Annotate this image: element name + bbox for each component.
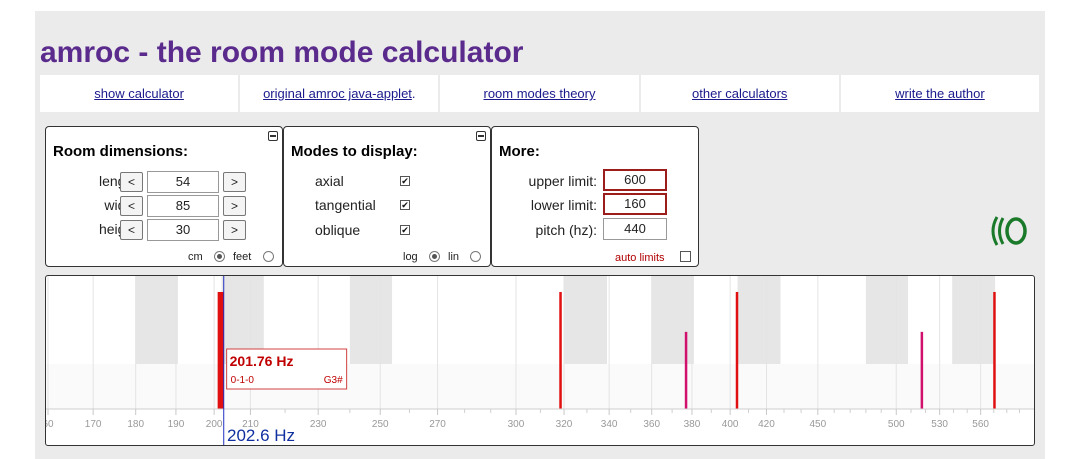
tick-label: 250 (372, 419, 389, 430)
nav-item-java-applet: original amroc java-applet. (240, 75, 441, 112)
height-input[interactable]: 30 (147, 219, 219, 241)
nav-link-write-author[interactable]: write the author (895, 86, 985, 101)
pitch-label: pitch (hz): (535, 222, 597, 238)
upper-limit-input[interactable]: 600 (603, 169, 667, 191)
tick-label: 320 (556, 419, 573, 430)
width-decrease-button[interactable]: < (120, 196, 143, 216)
height-row: height: < 30 > (46, 219, 284, 241)
lower-limit-label: lower limit: (530, 197, 597, 213)
unit-cm-radio[interactable] (214, 251, 225, 262)
scale-lin-radio[interactable] (470, 251, 481, 262)
oblique-checkbox[interactable]: ✔ (400, 225, 410, 235)
tick-label: 360 (643, 419, 660, 430)
modes-panel: Modes to display: axial ✔ tangential ✔ o… (283, 126, 491, 267)
width-input[interactable]: 85 (147, 195, 219, 217)
room-panel-minimize-icon[interactable] (268, 131, 278, 141)
unit-cm-label: cm (188, 251, 203, 263)
piano-key-band (349, 276, 393, 364)
popup-mode-indices: 0-1-0 (231, 375, 255, 386)
tick-label: 340 (601, 419, 618, 430)
nav-link-room-modes-theory[interactable]: room modes theory (483, 86, 596, 101)
scale-log-label: log (403, 251, 418, 263)
popup-frequency: 201.76 Hz (230, 353, 294, 369)
axial-label: axial (315, 173, 344, 189)
lower-limit-input[interactable]: 160 (603, 193, 667, 215)
cursor-frequency-label: 202.6 Hz (227, 426, 296, 445)
nav-item-write-author: write the author (840, 75, 1040, 112)
unit-feet-radio[interactable] (263, 251, 274, 262)
mode-bar-axial (993, 291, 996, 409)
mode-bar-tangential (920, 331, 924, 409)
tick-label: 400 (722, 419, 739, 430)
nav-bar: show calculator original amroc java-appl… (40, 75, 1040, 112)
room-dimensions-panel: Room dimensions: length: < 54 > width: <… (45, 126, 283, 267)
length-increase-button[interactable]: > (223, 172, 246, 192)
piano-key-band (651, 276, 694, 364)
tick-label: 210 (242, 419, 259, 430)
piano-key-band (865, 276, 909, 364)
lower-region (46, 364, 1034, 409)
mode-spectrum-chart[interactable]: 60 170 180 190 200 210 230 250 270 300 320 340 360 38… (45, 275, 1035, 446)
mode-bar-tangential (684, 331, 688, 409)
length-decrease-button[interactable]: < (120, 172, 143, 192)
tick-label: 420 (758, 419, 775, 430)
auto-limits-checkbox[interactable] (680, 251, 691, 262)
tick-label: 380 (684, 419, 701, 430)
tick-label: 530 (931, 419, 948, 430)
scale-lin-label: lin (448, 251, 460, 263)
tangential-checkbox[interactable]: ✔ (400, 200, 410, 210)
axial-checkbox[interactable]: ✔ (400, 176, 410, 186)
width-row: width: < 85 > (46, 195, 284, 217)
amroc-logo-icon (991, 216, 1027, 246)
nav-item-room-modes-theory: room modes theory (440, 75, 641, 112)
nav-item-other-calculators: other calculators (640, 75, 841, 112)
tick-label: 60 (46, 419, 54, 430)
room-panel-heading: Room dimensions: (53, 143, 189, 160)
tick-label: 170 (85, 419, 102, 430)
tick-label: 180 (127, 419, 144, 430)
tick-label: 230 (310, 419, 327, 430)
spectrum-svg[interactable]: 60 170 180 190 200 210 230 250 270 300 320 340 360 38… (46, 276, 1034, 445)
nav-link-show-calculator[interactable]: show calculator (94, 86, 184, 101)
more-panel: More: upper limit: 600 lower limit: 160 … (491, 126, 699, 267)
tick-label: 500 (888, 419, 905, 430)
modes-panel-minimize-icon[interactable] (476, 131, 486, 141)
nav-link-java-applet[interactable]: original amroc java-applet (263, 86, 412, 101)
mode-info-popup (226, 348, 348, 390)
piano-key-band (737, 276, 781, 364)
tangential-label: tangential (315, 197, 376, 213)
unit-feet-label: feet (233, 251, 252, 263)
page-title: amroc - the room mode calculator (40, 36, 524, 69)
nav-item-show-calculator: show calculator (40, 75, 241, 112)
tick-label: 190 (168, 419, 185, 430)
length-row: length: < 54 > (46, 171, 284, 193)
mode-bar-axial (217, 291, 224, 409)
tick-label: 450 (809, 419, 826, 430)
mode-bar-axial (735, 291, 739, 409)
pitch-input[interactable]: 440 (603, 218, 667, 240)
piano-key-band (135, 276, 178, 364)
auto-limits-label: auto limits (615, 252, 665, 264)
piano-key-band (564, 276, 607, 364)
modes-panel-heading: Modes to display: (291, 143, 418, 160)
oblique-label: oblique (315, 222, 361, 238)
height-increase-button[interactable]: > (223, 220, 246, 240)
tick-label: 300 (508, 419, 525, 430)
tick-label: 200 (206, 419, 223, 430)
upper-limit-label: upper limit: (528, 173, 597, 189)
more-panel-heading: More: (499, 143, 540, 160)
popup-note: G3# (324, 375, 343, 386)
width-increase-button[interactable]: > (223, 196, 246, 216)
height-decrease-button[interactable]: < (120, 220, 143, 240)
piano-key-band (952, 276, 996, 364)
tick-label: 270 (429, 419, 446, 430)
mode-bar-axial (559, 291, 562, 409)
scale-log-radio[interactable] (429, 251, 440, 262)
nav-suffix: . (411, 86, 416, 101)
length-input[interactable]: 54 (147, 171, 219, 193)
tick-label: 560 (972, 419, 989, 430)
nav-link-other-calculators[interactable]: other calculators (692, 86, 788, 101)
